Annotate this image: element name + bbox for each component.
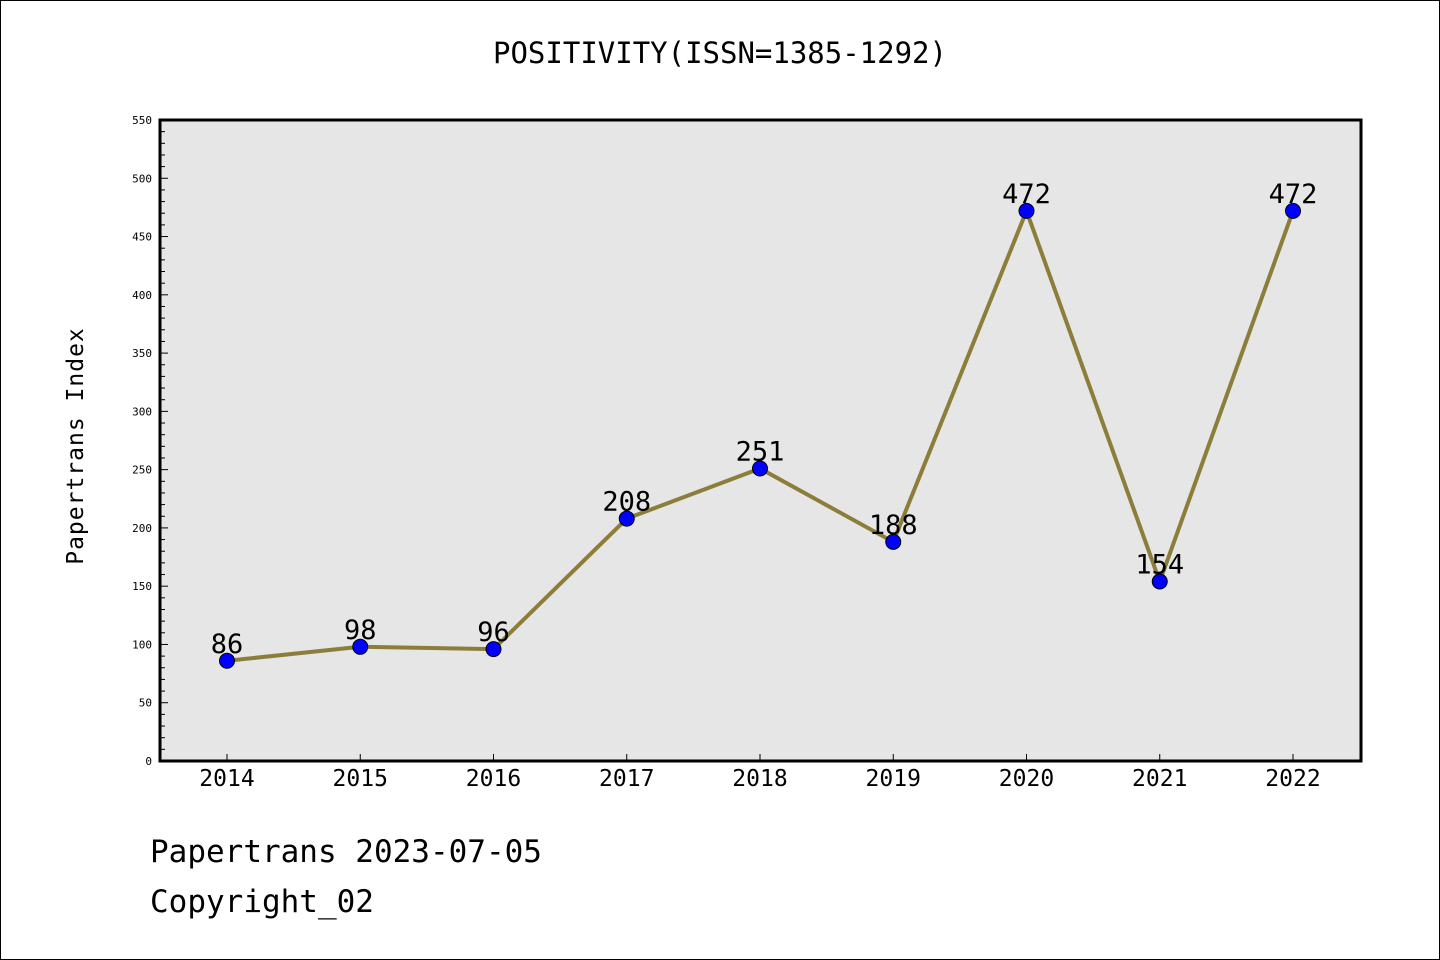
x-tick-label: 2020 [999,766,1054,792]
data-label: 188 [869,510,918,541]
data-point [1285,202,1301,219]
y-tick-label: 400 [132,289,152,302]
data-point [352,638,369,655]
y-tick-label: 100 [132,638,152,651]
data-point [1151,573,1168,590]
data-point [752,460,768,477]
data-label: 208 [602,487,651,518]
data-label: 472 [1002,179,1051,210]
y-tick-label: 300 [132,405,152,418]
x-tick-label: 2016 [466,766,521,792]
data-point [1018,202,1035,219]
x-tick-label: 2018 [732,766,787,792]
y-tick-label: 550 [132,114,152,127]
data-label: 96 [477,617,510,648]
x-tick-label: 2015 [333,766,388,792]
data-label: 251 [736,436,785,467]
data-labels: 86 98 96 208 251 188 472 154 472 [211,179,1318,660]
data-point [618,510,635,527]
x-tick-label: 2019 [866,766,921,792]
y-tick-label: 50 [139,697,152,710]
x-tick-label: 2017 [599,766,654,792]
y-axis: 0 50 100 150 200 250 300 350 400 450 500 550 [132,114,168,768]
x-tick-label: 2022 [1265,766,1320,792]
y-tick-label: 0 [145,755,152,768]
chart-title: POSITIVITY(ISSN=1385-1292) [493,36,947,70]
y-tick-label: 500 [132,172,152,185]
data-label: 154 [1135,550,1184,581]
y-tick-label: 200 [132,522,152,535]
footer-copyright: Copyright_02 [150,884,374,920]
data-label: 86 [211,629,244,660]
data-point [485,641,502,658]
y-tick-label: 450 [132,231,152,244]
data-point [885,533,902,550]
y-tick-label: 350 [132,347,152,360]
x-axis: 2014 2015 2016 2017 2018 2019 2020 2021 2022 [199,754,1321,792]
data-point [219,652,235,669]
data-label: 472 [1269,179,1318,210]
x-tick-label: 2014 [199,766,254,792]
y-tick-label: 250 [132,464,152,477]
y-tick-label: 150 [132,580,152,593]
data-label: 98 [344,615,377,646]
footer-date: Papertrans 2023-07-05 [150,834,542,870]
x-tick-label: 2021 [1132,766,1187,792]
data-points [219,202,1301,669]
